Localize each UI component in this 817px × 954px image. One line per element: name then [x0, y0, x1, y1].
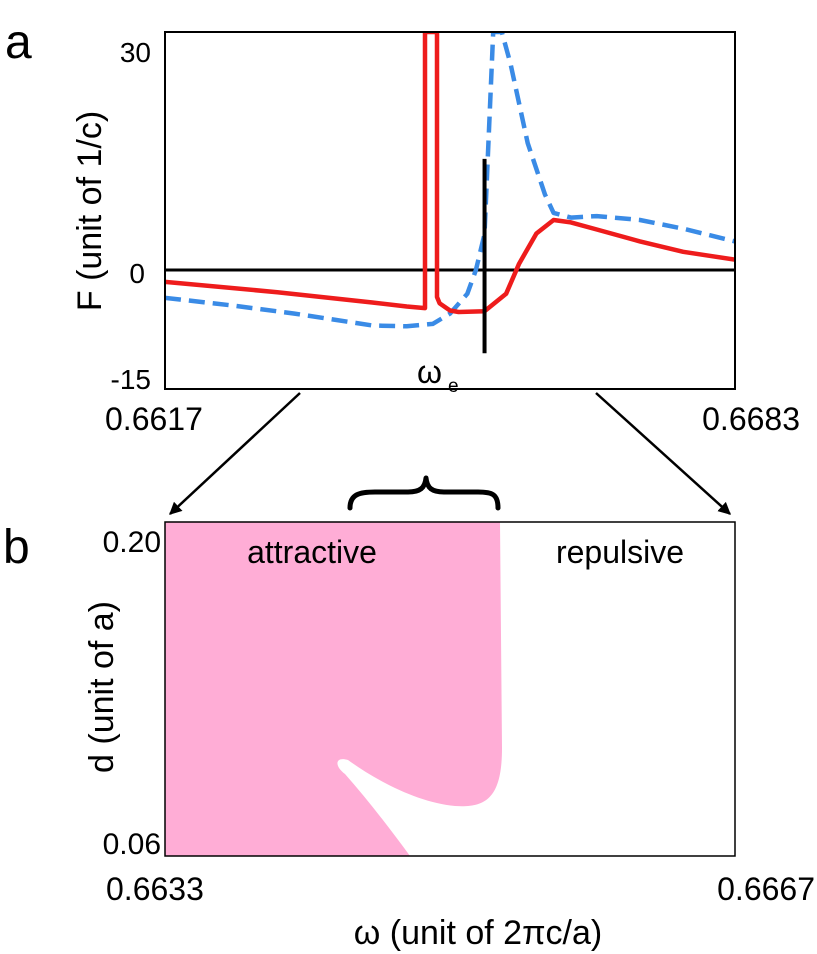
panel-b-plot-area	[165, 522, 502, 856]
panel-a-frame	[164, 31, 736, 390]
zoom-arrow-right	[595, 392, 731, 515]
panel-b-xlabel: ω (unit of 2πc/a)	[354, 914, 602, 952]
panel-a-ytick-zero: 0	[129, 258, 145, 289]
series-line-solid	[165, 32, 735, 315]
panel-a-xtick-right: 0.6683	[702, 401, 800, 437]
panel-b-xtick-left: 0.6633	[106, 871, 204, 907]
omega-e-subscript: e	[448, 376, 459, 397]
panel-b-xtick-right: 0.6667	[717, 871, 815, 907]
panel-b-label: b	[3, 521, 30, 574]
panel-a-ytick-top: 30	[120, 37, 151, 68]
range-brace	[347, 475, 501, 511]
panel-b-ytick-top: 0.20	[103, 526, 161, 559]
panel-b-frame	[164, 521, 736, 857]
panel-a-ylabel: F (unit of 1/c)	[71, 111, 109, 311]
panel-a-xtick-left: 0.6617	[105, 401, 203, 437]
panel-a-plot-area	[165, 32, 735, 354]
region-label-repulsive: repulsive	[556, 534, 684, 570]
omega-e-symbol: ω	[417, 354, 442, 390]
zoom-arrow-left	[169, 392, 301, 515]
panel-a-ytick-bottom: -15	[111, 364, 151, 395]
panel-a-label: a	[5, 16, 32, 69]
attractive-region	[165, 522, 502, 856]
region-label-attractive: attractive	[247, 534, 377, 570]
panel-b-ytick-bottom: 0.06	[103, 828, 161, 861]
panel-b-ylabel: d (unit of a)	[83, 601, 121, 773]
series-line-dashed	[165, 32, 735, 329]
